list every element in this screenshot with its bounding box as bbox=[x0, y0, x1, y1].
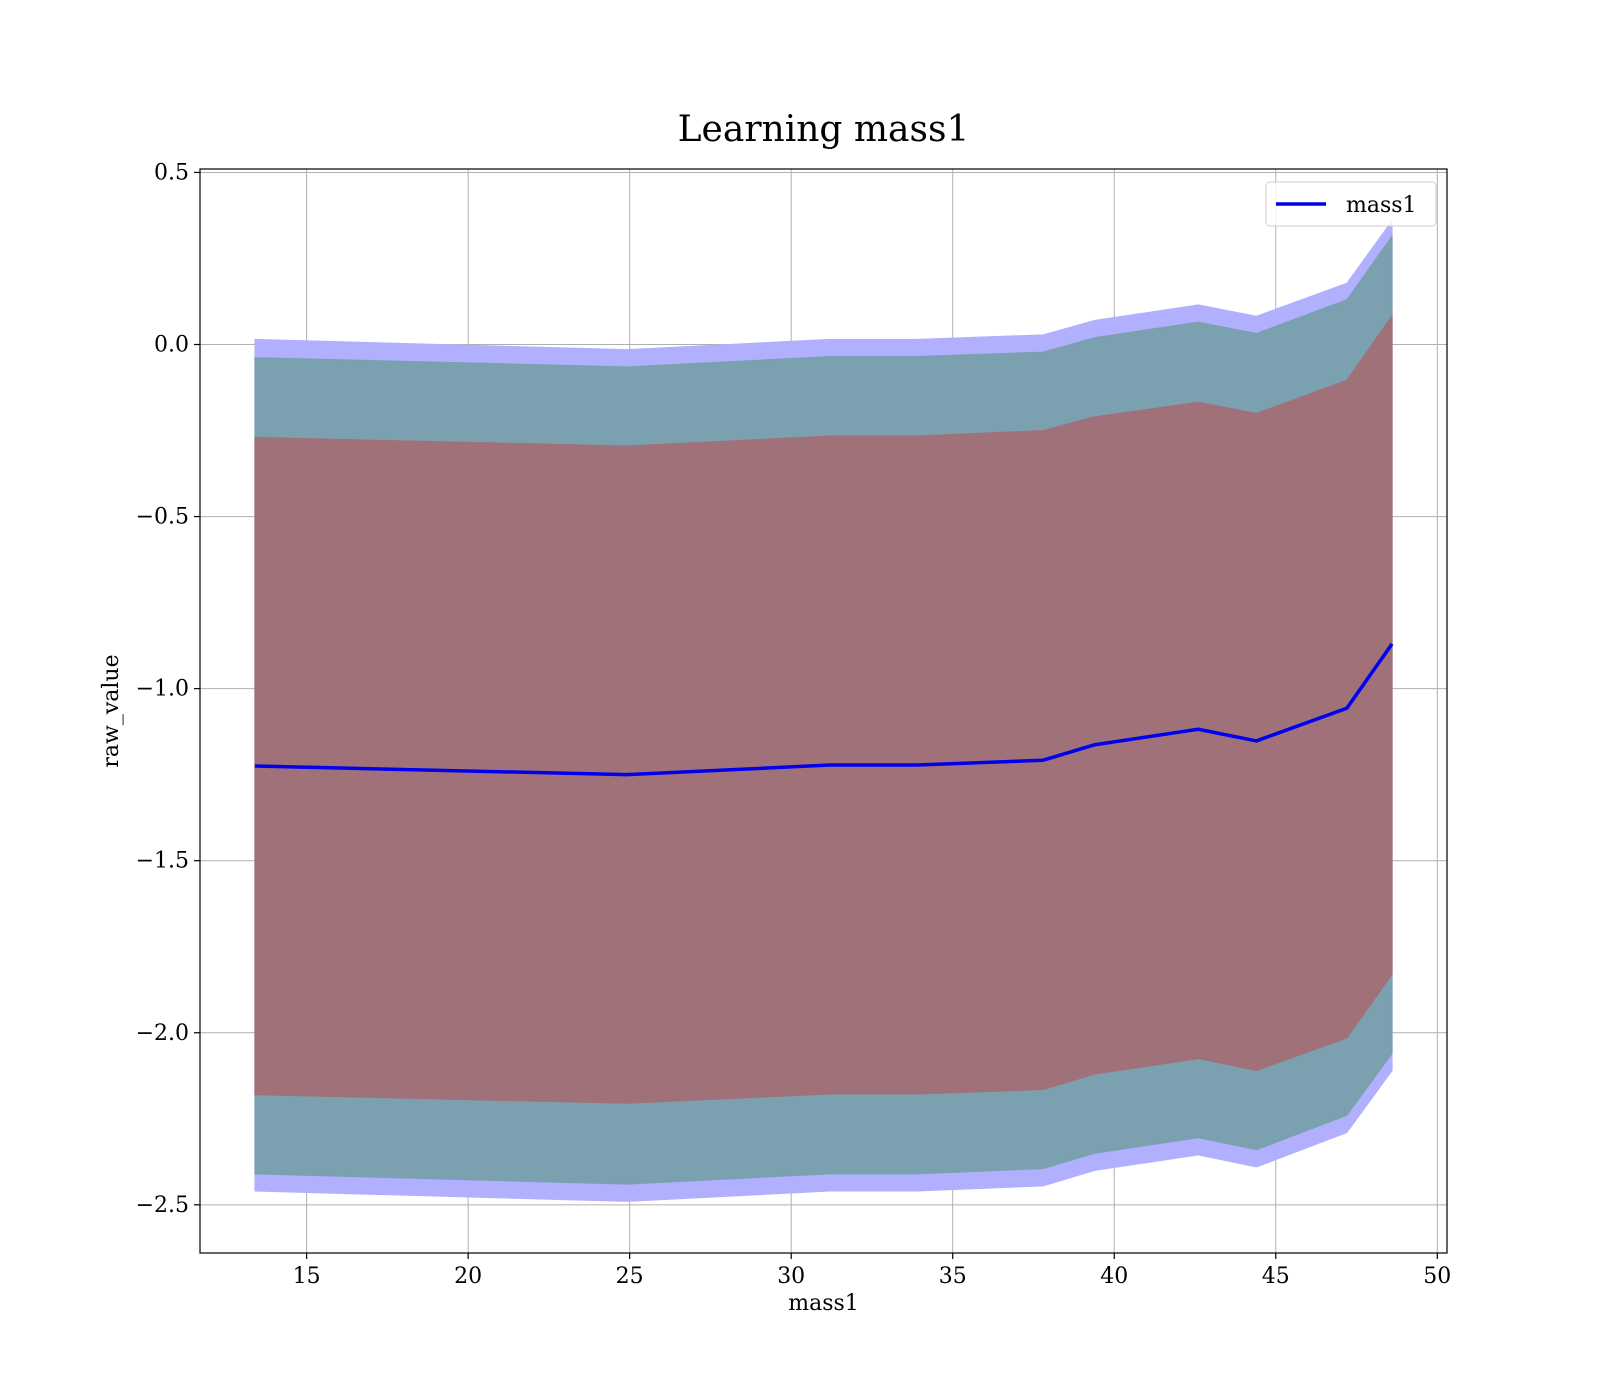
y-tick-label: 0.5 bbox=[154, 160, 189, 185]
chart-title: Learning mass1 bbox=[678, 109, 970, 150]
legend: mass1 bbox=[1265, 181, 1437, 227]
y-tick-label: −2.5 bbox=[136, 1193, 189, 1218]
legend-box bbox=[1265, 181, 1437, 227]
x-tick-label: 50 bbox=[1423, 1264, 1451, 1289]
y-tick-label: −1.5 bbox=[136, 849, 189, 874]
band-inner bbox=[254, 314, 1393, 1104]
y-tick-label: −1.0 bbox=[136, 677, 189, 702]
series-lines bbox=[254, 642, 1394, 777]
y-tick-label: −0.5 bbox=[136, 505, 189, 530]
x-tick-label: 35 bbox=[939, 1264, 967, 1289]
x-tick-label: 15 bbox=[293, 1264, 321, 1289]
x-axis-label: mass1 bbox=[788, 1291, 859, 1316]
x-tick-label: 20 bbox=[454, 1264, 482, 1289]
x-tick-label: 45 bbox=[1262, 1264, 1290, 1289]
x-tick-label: 40 bbox=[1100, 1264, 1128, 1289]
series-line-mass1 bbox=[254, 642, 1394, 777]
y-tick-label: −2.0 bbox=[136, 1021, 189, 1046]
x-tick-label: 25 bbox=[616, 1264, 644, 1289]
y-tick-label: 0.0 bbox=[154, 333, 189, 358]
y-axis-label: raw_value bbox=[99, 654, 124, 767]
x-tick-label: 30 bbox=[777, 1264, 805, 1289]
axis-ticks: 15 20 25 30 35 40 45 50 0.5 0.0 −0.5 −1.0 −1.5 −2.0 −2… bbox=[136, 160, 1452, 1289]
confidence-bands bbox=[254, 219, 1393, 1202]
plot-frame bbox=[199, 168, 1448, 1254]
legend-label: mass1 bbox=[1346, 193, 1417, 218]
